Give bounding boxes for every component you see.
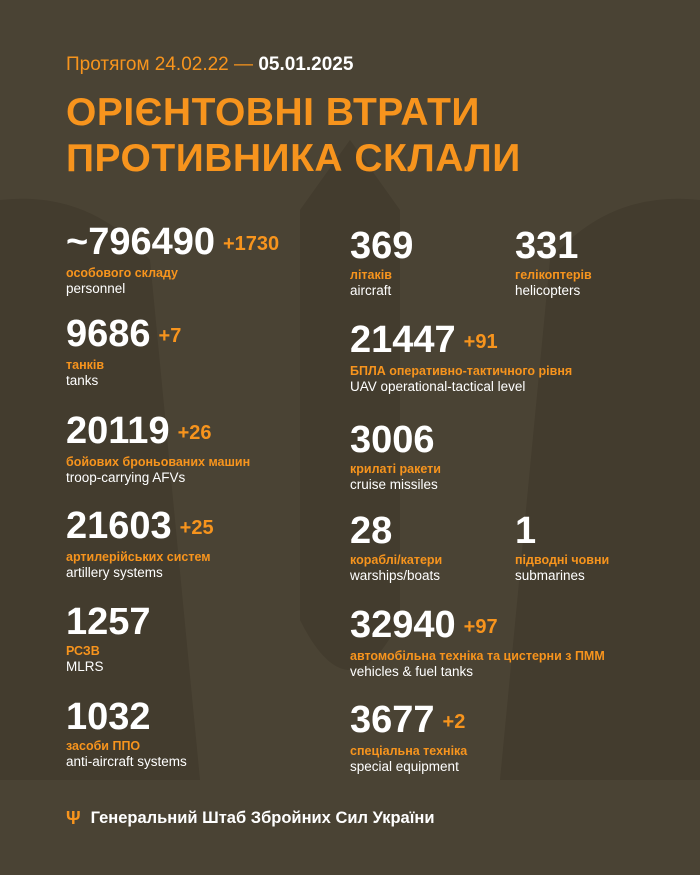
stat-label-en: tanks — [66, 373, 99, 388]
stat-label-en: UAV operational-tactical level — [350, 379, 526, 394]
stat-label-ua: артилерійських систем — [66, 550, 211, 564]
stat-tanks: 9686 +7 танків tanks — [66, 314, 181, 388]
stat-increase: +91 — [463, 331, 498, 353]
stat-value: 9686 — [66, 313, 151, 355]
stat-helicopters: 331 гелікоптерів helicopters — [515, 226, 592, 298]
stat-label-ua: гелікоптерів — [515, 268, 592, 282]
stat-label-ua: БПЛА оперативно-тактичного рівня — [350, 364, 573, 378]
stat-value: 369 — [350, 225, 414, 267]
stat-personnel: ~796490 +1730 особового складу personnel — [66, 222, 279, 296]
stat-label-en: helicopters — [515, 283, 581, 298]
stat-label-ua: кораблі/катери — [350, 553, 443, 567]
title-line-1: ОРІЄНТОВНІ ВТРАТИ — [66, 91, 480, 134]
stat-air-defense: 1032 засоби ППО anti-aircraft systems — [66, 697, 187, 769]
stat-artillery: 21603 +25 артилерійських систем artillery s… — [66, 506, 214, 580]
stat-label-en: artillery systems — [66, 565, 163, 580]
stat-increase: +26 — [177, 422, 212, 444]
trident-icon: Ψ — [66, 808, 81, 828]
stat-increase: +7 — [158, 325, 182, 347]
stat-uav: 21447 +91 БПЛА оперативно-тактичного рівня… — [350, 320, 572, 394]
stat-value: 3006 — [350, 419, 435, 461]
stat-label-en: aircraft — [350, 283, 392, 298]
footer: Ψ Генеральний Штаб Збройних Сил України — [66, 808, 434, 829]
stat-cruise-missiles: 3006 крилаті ракети cruise missiles — [350, 420, 441, 492]
stat-mlrs: 1257 РСЗВ MLRS — [66, 602, 151, 674]
stat-increase: +97 — [463, 616, 498, 638]
stat-submarines: 1 підводні човни submarines — [515, 511, 609, 583]
stat-value: 21603 — [66, 505, 172, 547]
stat-increase: +1730 — [223, 233, 280, 255]
stat-value: 32940 — [350, 604, 456, 646]
stat-value: ~796490 — [66, 221, 215, 263]
stat-label-en: warships/boats — [350, 568, 441, 583]
stat-value: 21447 — [350, 319, 456, 361]
stat-label-ua: засоби ППО — [66, 739, 141, 753]
stat-label-en: submarines — [515, 568, 585, 583]
stat-label-ua: підводні човни — [515, 553, 610, 567]
stat-label-en: MLRS — [66, 659, 104, 674]
stat-afv: 20119 +26 бойових броньованих машин troop-c… — [66, 411, 250, 485]
stat-value: 1 — [515, 510, 537, 552]
stat-label-ua: спеціальна техніка — [350, 744, 468, 758]
stat-value: 3677 — [350, 699, 435, 741]
stat-value: 1257 — [66, 601, 151, 643]
stat-label-ua: особового складу — [66, 266, 179, 280]
stat-increase: +25 — [179, 517, 214, 539]
stat-value: 1032 — [66, 696, 151, 738]
stat-label-en: troop-carrying AFVs — [66, 470, 186, 485]
period-subtitle: Протягом 24.02.22 — 05.01.2025 — [66, 54, 353, 76]
page-title: ОРІЄНТОВНІ ВТРАТИ ПРОТИВНИКА СКЛАЛИ — [66, 90, 521, 182]
stat-value: 331 — [515, 225, 579, 267]
stat-vehicles: 32940 +97 автомобільна техніка та цистерни… — [350, 605, 605, 679]
stat-increase: +2 — [442, 711, 466, 733]
stat-label-ua: танків — [66, 358, 105, 372]
stat-label-ua: бойових броньованих машин — [66, 455, 251, 469]
stat-label-en: vehicles & fuel tanks — [350, 664, 474, 679]
stat-value: 28 — [350, 510, 393, 552]
stat-label-ua: РСЗВ — [66, 644, 100, 658]
period-end: 05.01.2025 — [258, 54, 354, 75]
stat-label-ua: літаків — [350, 268, 392, 282]
period-start: Протягом 24.02.22 — — [66, 54, 254, 75]
stat-special-equipment: 3677 +2 спеціальна техніка special equipmen… — [350, 700, 467, 774]
stat-label-en: personnel — [66, 281, 126, 296]
footer-text: Генеральний Штаб Збройних Сил України — [90, 809, 435, 827]
title-line-2: ПРОТИВНИКА СКЛАЛИ — [66, 137, 521, 180]
stat-label-en: cruise missiles — [350, 477, 438, 492]
stat-label-ua: крилаті ракети — [350, 462, 441, 476]
stat-label-ua: автомобільна техніка та цистерни з ПММ — [350, 649, 605, 663]
stat-aircraft: 369 літаків aircraft — [350, 226, 413, 298]
stat-label-en: special equipment — [350, 759, 459, 774]
stat-warships: 28 кораблі/катери warships/boats — [350, 511, 442, 583]
stat-label-en: anti-aircraft systems — [66, 754, 187, 769]
stat-value: 20119 — [66, 410, 170, 452]
